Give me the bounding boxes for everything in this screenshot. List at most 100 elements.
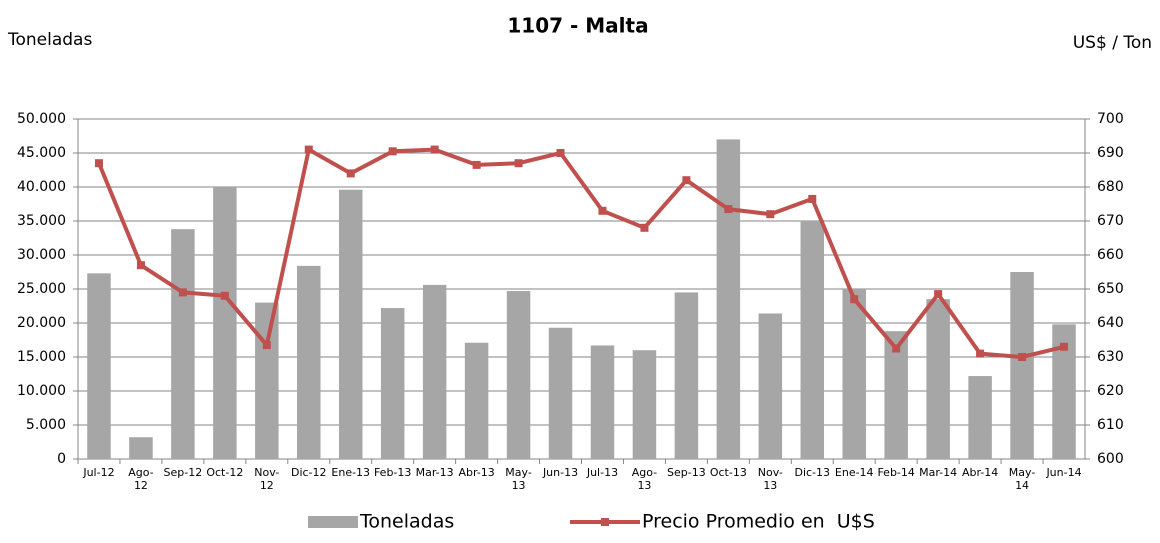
bar [380, 308, 405, 459]
x-tick-label: May-13 [505, 466, 532, 492]
y-tick-label: 10.000 [17, 383, 66, 399]
x-tick-label: Ene-13 [331, 466, 370, 479]
line-marker [766, 210, 775, 219]
line-marker [892, 344, 901, 353]
x-tick-label: Oct-13 [710, 466, 747, 479]
line-marker [724, 205, 733, 214]
line-marker [1060, 342, 1069, 351]
x-tick-label: Ene-14 [835, 466, 874, 479]
bar [213, 186, 237, 459]
y2-tick-label: 670 [1097, 213, 1124, 229]
bar [171, 229, 195, 459]
line-marker [94, 159, 103, 168]
bar [422, 284, 447, 459]
y2-tick-label: 600 [1097, 451, 1124, 467]
y2-tick-label: 640 [1097, 315, 1124, 331]
line-marker [430, 145, 439, 154]
line-marker [850, 295, 859, 304]
bar [968, 376, 992, 459]
legend-label: Precio Promedio en U$S [642, 511, 875, 533]
bar [632, 350, 657, 459]
line-marker [136, 261, 145, 270]
y-tick-label: 35.000 [17, 213, 66, 229]
x-tick-label: Mar-13 [416, 466, 454, 479]
line [97, 147, 1065, 359]
bar [464, 342, 489, 459]
bar [255, 302, 279, 459]
legend-label: Toneladas [359, 511, 454, 533]
x-tick-label: Dic-12 [291, 466, 327, 479]
x-tick-label: Nov-13 [758, 466, 783, 492]
y-tick-label: 20.000 [17, 315, 66, 331]
bar [590, 345, 615, 459]
y2-tick-label: 680 [1097, 179, 1124, 195]
y-tick-label: 15.000 [17, 349, 66, 365]
x-tick-label: Jun-13 [542, 466, 578, 479]
x-tick-label: Ago-12 [128, 466, 153, 492]
line-marker [220, 291, 229, 300]
line-marker [346, 169, 355, 178]
bar [1010, 272, 1034, 459]
y2-tick-label: 630 [1097, 349, 1124, 365]
x-tick-label: Jun-14 [1045, 466, 1081, 479]
x-tick-label: Jul-12 [82, 466, 114, 479]
x-tick-label: Feb-14 [877, 466, 914, 479]
x-tick-label: Nov-12 [254, 466, 279, 492]
y2-axis-label: US$ / Ton [1073, 33, 1152, 53]
x-tick-label: Sep-12 [164, 466, 203, 479]
y-tick-label: 25.000 [17, 281, 66, 297]
y2-tick-label: 690 [1097, 145, 1124, 161]
x-tick-label: Sep-13 [667, 466, 706, 479]
line-marker [472, 160, 481, 169]
bar [842, 289, 866, 459]
y-tick-label: 5.000 [26, 417, 66, 433]
y-tick-label: 0 [57, 451, 66, 467]
chart-title: 1107 - Malta [507, 14, 648, 38]
line-marker [1018, 353, 1027, 361]
y2-tick-label: 620 [1097, 383, 1124, 399]
x-tick-label: Oct-12 [206, 466, 243, 479]
bar [716, 139, 741, 459]
bar [758, 313, 783, 459]
bar [297, 265, 321, 459]
x-tick-label: Dic-13 [794, 466, 830, 479]
line-marker [304, 145, 313, 154]
bar [926, 299, 950, 459]
line-marker [262, 341, 271, 350]
y-tick-label: 50.000 [17, 111, 66, 127]
line-marker [178, 288, 187, 297]
y2-tick-label: 700 [1097, 111, 1124, 127]
bar [129, 437, 153, 459]
line-marker [976, 349, 985, 358]
line-marker [598, 206, 607, 215]
y-tick-label: 30.000 [17, 247, 66, 263]
bar [674, 292, 699, 459]
line-marker [556, 149, 565, 157]
line-marker [388, 147, 397, 156]
x-tick-label: May-14 [1009, 466, 1036, 492]
legend-swatch [308, 516, 358, 528]
bar [548, 327, 573, 459]
bar [506, 291, 531, 459]
bar [338, 189, 363, 459]
x-tick-label: Ago-13 [632, 466, 657, 492]
legend-swatch [601, 518, 609, 526]
y2-tick-label: 610 [1097, 417, 1124, 433]
y2-tick-label: 650 [1097, 281, 1124, 297]
line-marker [934, 290, 943, 299]
bar [884, 331, 908, 459]
x-tick-label: Jul-13 [586, 466, 618, 479]
line-marker [808, 194, 817, 203]
x-tick-label: Abr-13 [458, 466, 494, 479]
x-tick-label: Abr-14 [962, 466, 998, 479]
y-axis-label: Toneladas [7, 30, 92, 50]
x-tick-label: Feb-13 [374, 466, 411, 479]
x-tick-label: Mar-14 [919, 466, 957, 479]
y-tick-label: 45.000 [17, 145, 66, 161]
bar [800, 221, 825, 459]
bar [1052, 324, 1076, 459]
y-tick-label: 40.000 [17, 179, 66, 195]
line-marker [682, 176, 691, 185]
bar [87, 273, 111, 459]
